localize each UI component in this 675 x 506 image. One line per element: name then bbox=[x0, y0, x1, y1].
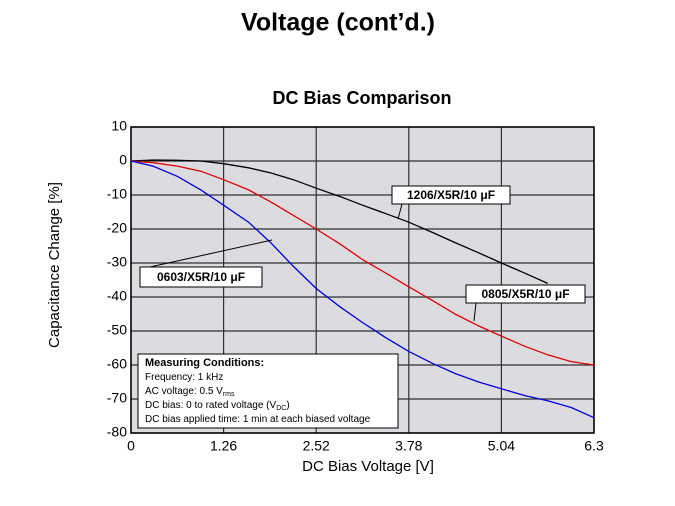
condition-line: DC bias: 0 to rated voltage (VDC) bbox=[145, 400, 290, 412]
x-tick-label: 1.26 bbox=[210, 438, 237, 454]
series-line bbox=[130, 160, 595, 419]
condition-text: ) bbox=[286, 400, 289, 411]
y-tick-label: -20 bbox=[107, 220, 127, 236]
conditions-title: Measuring Conditions: bbox=[145, 357, 264, 369]
series-line bbox=[130, 160, 595, 366]
callout-pointer bbox=[149, 239, 273, 268]
condition-text: DC bias applied time: 1 min at each bias… bbox=[145, 414, 371, 425]
condition-subscript: DC bbox=[276, 405, 286, 412]
condition-text: AC voltage: 0.5 V bbox=[145, 386, 223, 397]
y-tick-label: -50 bbox=[107, 322, 127, 338]
condition-line: DC bias applied time: 1 min at each bias… bbox=[145, 414, 371, 425]
x-tick-label: 2.52 bbox=[303, 438, 330, 454]
callout-pointer bbox=[397, 203, 403, 220]
y-tick-label: -70 bbox=[107, 390, 127, 406]
x-tick-label: 6.3 bbox=[584, 438, 604, 454]
condition-line: AC voltage: 0.5 Vrms bbox=[145, 386, 235, 398]
callout-pointer bbox=[473, 302, 477, 322]
slide-title: Voltage (cont’d.) bbox=[241, 9, 435, 37]
series-label: 0603/X5R/10 μF bbox=[157, 270, 245, 284]
y-tick-label: -40 bbox=[107, 288, 127, 304]
condition-text: Frequency: 1 kHz bbox=[145, 372, 223, 383]
condition-text: DC bias: 0 to rated voltage (V bbox=[145, 400, 277, 411]
condition-subscript: rms bbox=[223, 391, 235, 398]
series-label: 0805/X5R/10 μF bbox=[481, 287, 569, 301]
series-label: 1206/X5R/10 μF bbox=[407, 188, 495, 202]
x-tick-label: 5.04 bbox=[488, 438, 515, 454]
y-tick-label: -10 bbox=[107, 186, 127, 202]
y-tick-label: 0 bbox=[119, 152, 127, 168]
chart-title: DC Bias Comparison bbox=[272, 88, 451, 108]
condition-line: Frequency: 1 kHz bbox=[145, 372, 223, 383]
callout-box bbox=[465, 284, 586, 304]
y-tick-label: -80 bbox=[107, 424, 127, 440]
x-tick-label: 3.78 bbox=[395, 438, 422, 454]
y-tick-label: -30 bbox=[107, 254, 127, 270]
y-tick-label: -60 bbox=[107, 356, 127, 372]
y-tick-label: 10 bbox=[111, 118, 127, 134]
callout-box bbox=[391, 185, 511, 205]
y-axis-label: Capacitance Change [%] bbox=[46, 182, 63, 348]
callout-box bbox=[139, 266, 263, 288]
x-axis-label: DC Bias Voltage [V] bbox=[302, 458, 434, 475]
conditions-box bbox=[137, 353, 399, 429]
series-line bbox=[130, 159, 548, 284]
plot-border bbox=[130, 126, 595, 434]
x-tick-label: 0 bbox=[127, 438, 135, 454]
